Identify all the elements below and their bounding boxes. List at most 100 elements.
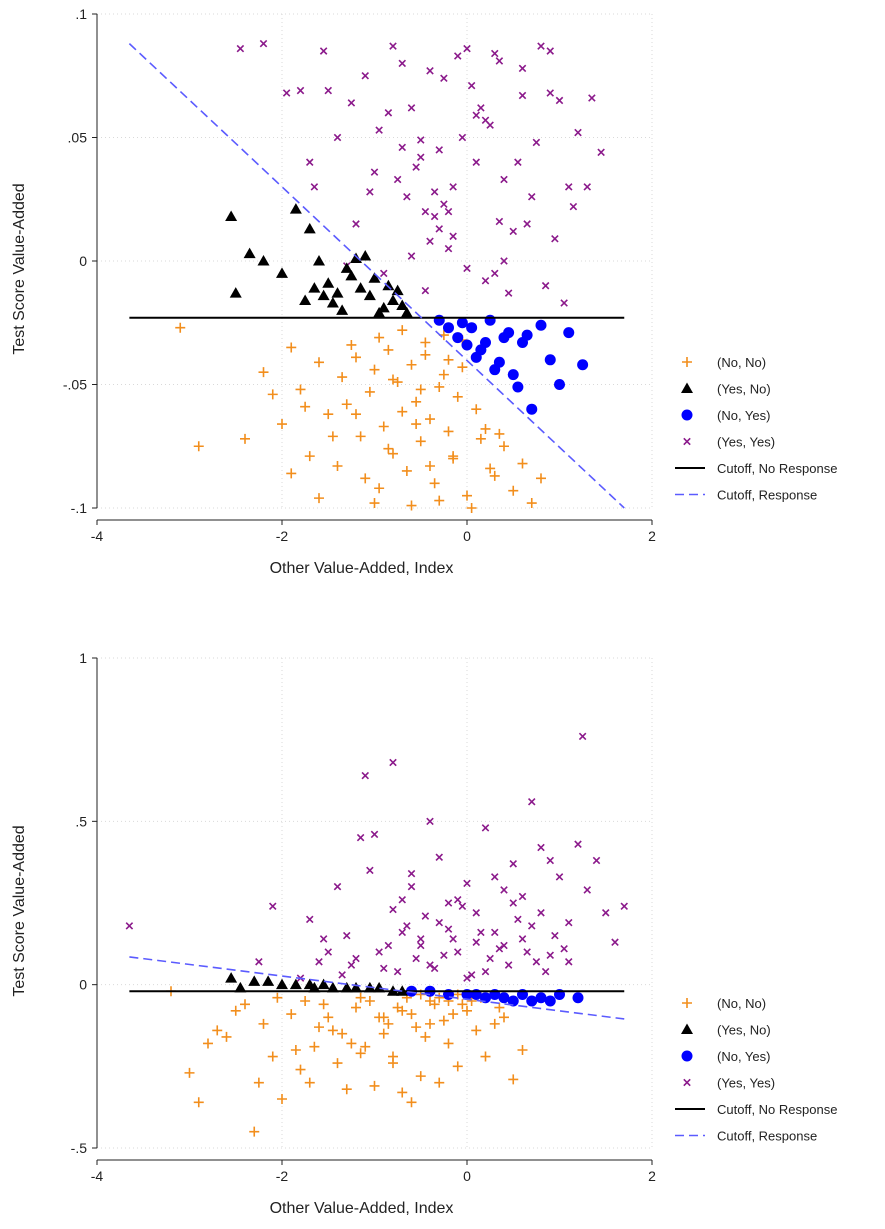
data-point [337,1028,348,1039]
y-tick-label: .1 [75,6,87,22]
data-point [500,257,508,265]
data-point [388,448,398,459]
data-point [484,314,496,326]
data-point [495,57,504,65]
data-point [517,1045,528,1055]
x-tick-label: 0 [463,528,471,544]
data-point [477,928,485,937]
data-point [472,909,481,917]
y-tick-label: -.05 [63,377,87,393]
data-point [416,941,425,950]
data-point [317,289,330,301]
data-point [426,67,434,75]
data-point [449,935,457,943]
data-point [383,1018,394,1029]
data-point [255,958,263,966]
data-point [253,1077,264,1088]
data-point [383,344,394,355]
legend-label: (No, Yes) [717,408,770,423]
data-point [416,136,425,144]
data-point [462,490,472,501]
data-point [421,286,430,295]
data-point [374,332,385,343]
data-point [592,856,601,865]
data-point [351,1002,361,1013]
data-point [326,981,339,993]
data-point [397,406,408,417]
data-point [319,935,328,943]
data-point [249,1126,260,1137]
data-point [276,978,288,990]
data-point [507,995,519,1007]
data-point [444,244,453,253]
data-point [498,992,510,1004]
data-point [435,146,444,154]
data-point [560,944,568,953]
data-point [332,1058,343,1069]
data-point [620,902,629,911]
data-point [532,958,541,966]
data-point [303,222,316,234]
data-point [403,922,411,930]
data-point [467,81,476,90]
data-point [486,121,494,129]
legend-key-x [683,1078,691,1087]
legend-key-plus [682,998,692,1008]
data-point [574,840,582,848]
data-point [472,111,481,120]
data-point [401,465,412,476]
data-point [295,1064,306,1075]
data-point [327,1025,338,1036]
data-point [243,247,256,259]
data-point [477,104,485,112]
data-point [555,873,564,881]
data-point [416,935,425,943]
data-point [375,126,383,134]
data-point [574,128,582,137]
data-point [351,352,361,363]
data-point [350,252,362,264]
data-point [406,1097,417,1108]
data-point [310,183,319,191]
data-point [490,928,499,937]
data-point [564,183,573,191]
data-point [354,282,367,293]
data-point [554,379,565,390]
data-point [420,1031,431,1042]
y-tick-label: .5 [75,813,87,829]
series-x [125,732,629,982]
data-point [333,133,342,142]
data-point [407,252,416,260]
data-point [384,109,393,117]
data-point [276,267,288,278]
data-point [326,296,339,308]
data-point [471,1025,482,1036]
data-point [489,470,500,481]
data-point [323,409,334,420]
data-point [286,1009,297,1020]
data-point [389,42,397,50]
data-point [426,961,434,969]
data-point [472,158,481,166]
data-point [521,329,533,341]
data-point [523,948,531,956]
x-tick-label: -2 [276,1168,289,1184]
data-point [480,1051,491,1062]
data-point [286,342,297,353]
data-point [421,912,430,920]
data-point [342,931,351,940]
data-point [537,843,545,852]
y-tick-label: 0 [79,977,87,993]
legend: (No, No) (Yes, No) (No, Yes) (Yes, Yes) Cuto… [675,355,837,503]
data-point [435,853,444,862]
legend-label: (Yes, Yes) [717,1076,775,1091]
data-point [355,1048,366,1059]
data-point [452,391,463,402]
data-point [518,935,527,943]
data-point [504,289,513,297]
data-point [305,915,314,924]
data-point [315,958,323,966]
data-point [403,193,411,201]
data-point [379,964,388,973]
